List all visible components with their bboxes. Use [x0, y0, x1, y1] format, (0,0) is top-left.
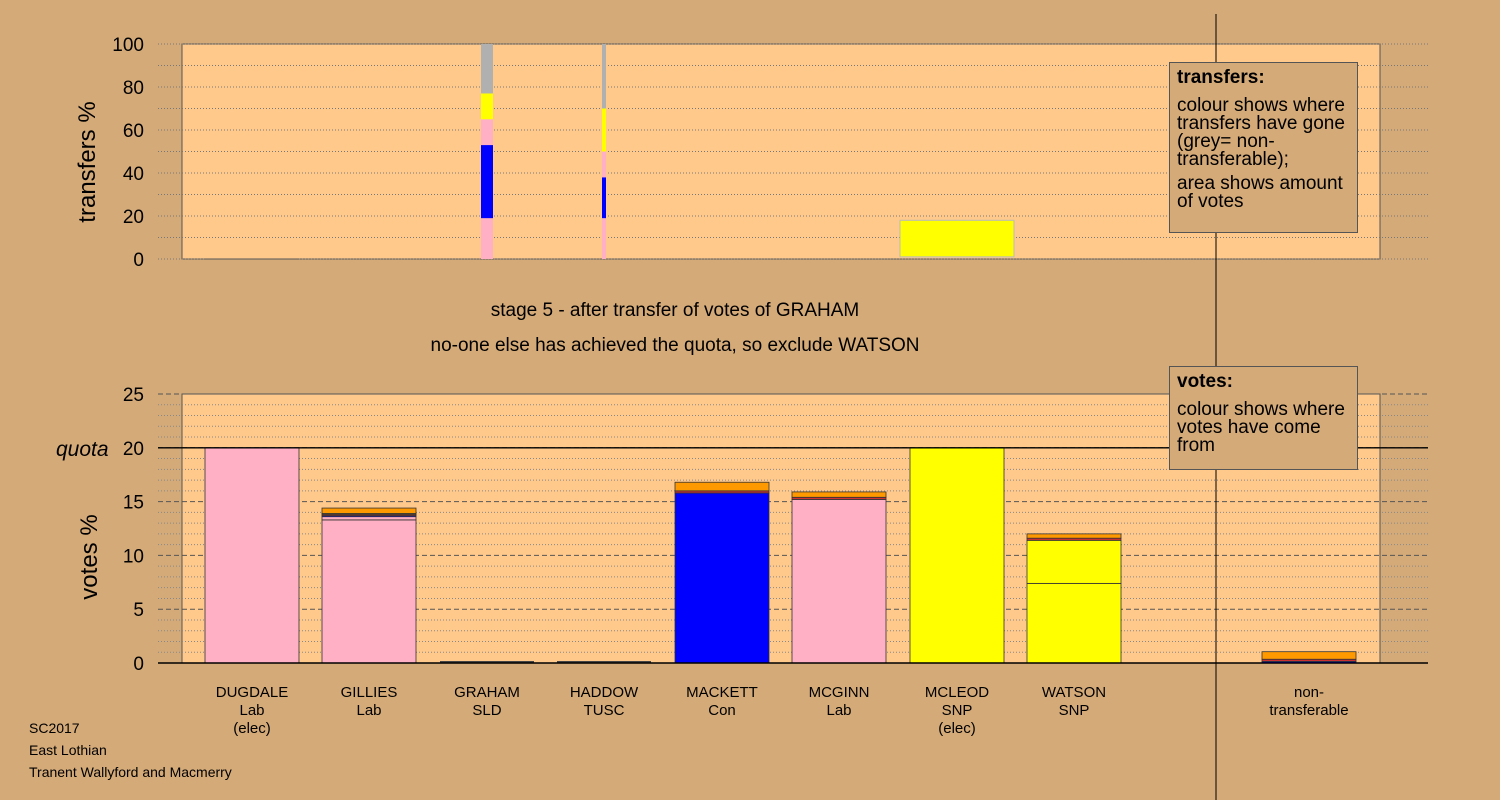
candidate-name-label: MCGINN [809, 684, 870, 701]
vote-segment [674, 492, 770, 664]
transfers-y-tick-label: 80 [123, 78, 144, 99]
transfers-y-axis-label: transfers % [74, 101, 101, 222]
vote-segment [321, 519, 417, 664]
quota-label: quota [56, 438, 109, 461]
transfer-segment [899, 219, 1015, 258]
transfer-segment [602, 151, 606, 178]
nontransferable-label: transferable [1269, 702, 1348, 719]
votes-legend-text: colour shows where votes have come from [1177, 399, 1345, 456]
candidate-party-label: SNP [1059, 702, 1090, 719]
votes-y-tick-label: 5 [133, 600, 144, 621]
transfer-segment [602, 218, 606, 259]
candidate-party-label: Lab [239, 702, 264, 719]
votes-y-tick-label: 0 [133, 654, 144, 675]
votes-legend: votes: colour shows where votes have com… [1169, 366, 1358, 470]
transfer-segment [602, 177, 606, 219]
vote-segment [321, 516, 417, 521]
votes-y-tick-label: 20 [123, 439, 144, 460]
vote-segment [674, 481, 770, 492]
vote-segment [791, 499, 887, 664]
vote-segment [1026, 533, 1122, 539]
candidate-elected-label: (elec) [233, 720, 271, 737]
transfers-legend-text2: area shows amount of votes [1177, 173, 1343, 212]
transfer-segment [481, 145, 493, 219]
votes-legend-title: votes: [1177, 371, 1233, 392]
nontransferable-label: non- [1294, 684, 1324, 701]
stage-title: stage 5 - after transfer of votes of GRA… [490, 300, 860, 321]
vote-segment [791, 491, 887, 498]
transfer-segment [602, 44, 606, 109]
vote-segment [321, 507, 417, 514]
votes-y-tick-label: 15 [123, 493, 144, 514]
candidate-name-label: GILLIES [341, 684, 398, 701]
nontransferable-segment [1261, 651, 1357, 660]
candidate-name-label: GRAHAM [454, 684, 520, 701]
transfers-legend-text1: colour shows where transfers have gone (… [1177, 95, 1345, 170]
transfer-segment [481, 119, 493, 146]
transfer-segment [481, 44, 493, 94]
transfers-y-tick-label: 20 [123, 207, 144, 228]
vote-segment [204, 447, 300, 664]
votes-y-tick-label: 25 [123, 385, 144, 406]
candidate-elected-label: (elec) [938, 720, 976, 737]
vote-segment [909, 447, 1005, 664]
candidate-party-label: SNP [942, 702, 973, 719]
candidate-party-label: Lab [826, 702, 851, 719]
footer-ward: Tranent Wallyford and Macmerry [29, 764, 232, 780]
transfer-segment [602, 108, 606, 152]
candidate-party-label: TUSC [584, 702, 625, 719]
candidate-party-label: SLD [472, 702, 501, 719]
candidate-party-label: Lab [356, 702, 381, 719]
votes-y-tick-label: 10 [123, 546, 144, 567]
transfers-y-tick-label: 0 [133, 250, 144, 271]
footer-election: SC2017 [29, 720, 80, 736]
transfer-segment [481, 93, 493, 120]
transfers-y-tick-label: 60 [123, 121, 144, 142]
vote-segment [1026, 539, 1122, 584]
candidate-labels: DUGDALELab(elec)GILLIESLabGRAHAMSLDHADDO… [216, 14, 1349, 800]
candidate-name-label: WATSON [1042, 684, 1106, 701]
candidate-name-label: MACKETT [686, 684, 758, 701]
transfers-y-tick-label: 40 [123, 164, 144, 185]
candidate-party-label: Con [708, 702, 736, 719]
transfers-y-tick-label: 100 [112, 35, 144, 56]
footer-council: East Lothian [29, 742, 107, 758]
candidate-name-label: HADDOW [570, 684, 639, 701]
candidate-name-label: DUGDALE [216, 684, 289, 701]
vote-segment [1026, 582, 1122, 664]
votes-y-axis-label: votes % [76, 514, 103, 599]
candidate-name-label: MCLEOD [925, 684, 989, 701]
transfers-legend: transfers: colour shows where transfers … [1169, 62, 1358, 233]
transfers-legend-title: transfers: [1177, 67, 1265, 88]
stage-decision: no-one else has achieved the quota, so e… [430, 335, 920, 356]
transfer-segment [481, 218, 493, 259]
